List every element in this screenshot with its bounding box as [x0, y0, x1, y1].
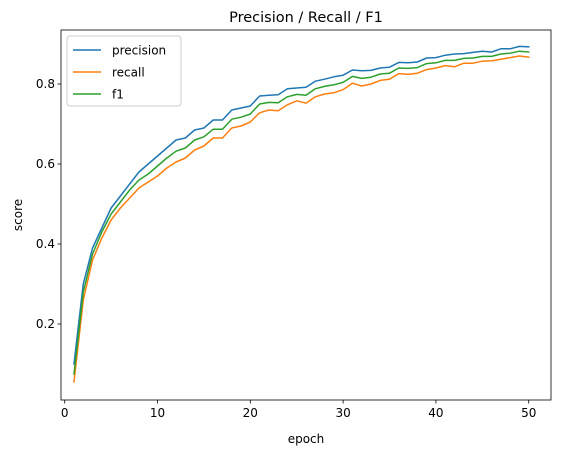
y-tick-label: 0.4 [36, 237, 55, 251]
legend-label-precision: precision [112, 44, 166, 58]
x-tick-label: 0 [61, 406, 69, 420]
y-tick-label: 0.8 [36, 77, 55, 91]
chart-title: Precision / Recall / F1 [229, 10, 383, 26]
y-tick-label: 0.6 [36, 157, 55, 171]
legend-label-f1: f1 [112, 88, 124, 102]
x-tick-label: 20 [243, 406, 258, 420]
x-tick-label: 40 [428, 406, 443, 420]
x-axis-title: epoch [288, 432, 325, 446]
x-tick-label: 10 [150, 406, 165, 420]
y-axis-title: score [11, 199, 25, 231]
legend-label-recall: recall [112, 66, 145, 80]
x-tick-label: 30 [335, 406, 350, 420]
y-tick-label: 0.2 [36, 317, 55, 331]
legend: precision recall f1 [67, 36, 181, 106]
x-tick-label: 50 [521, 406, 536, 420]
